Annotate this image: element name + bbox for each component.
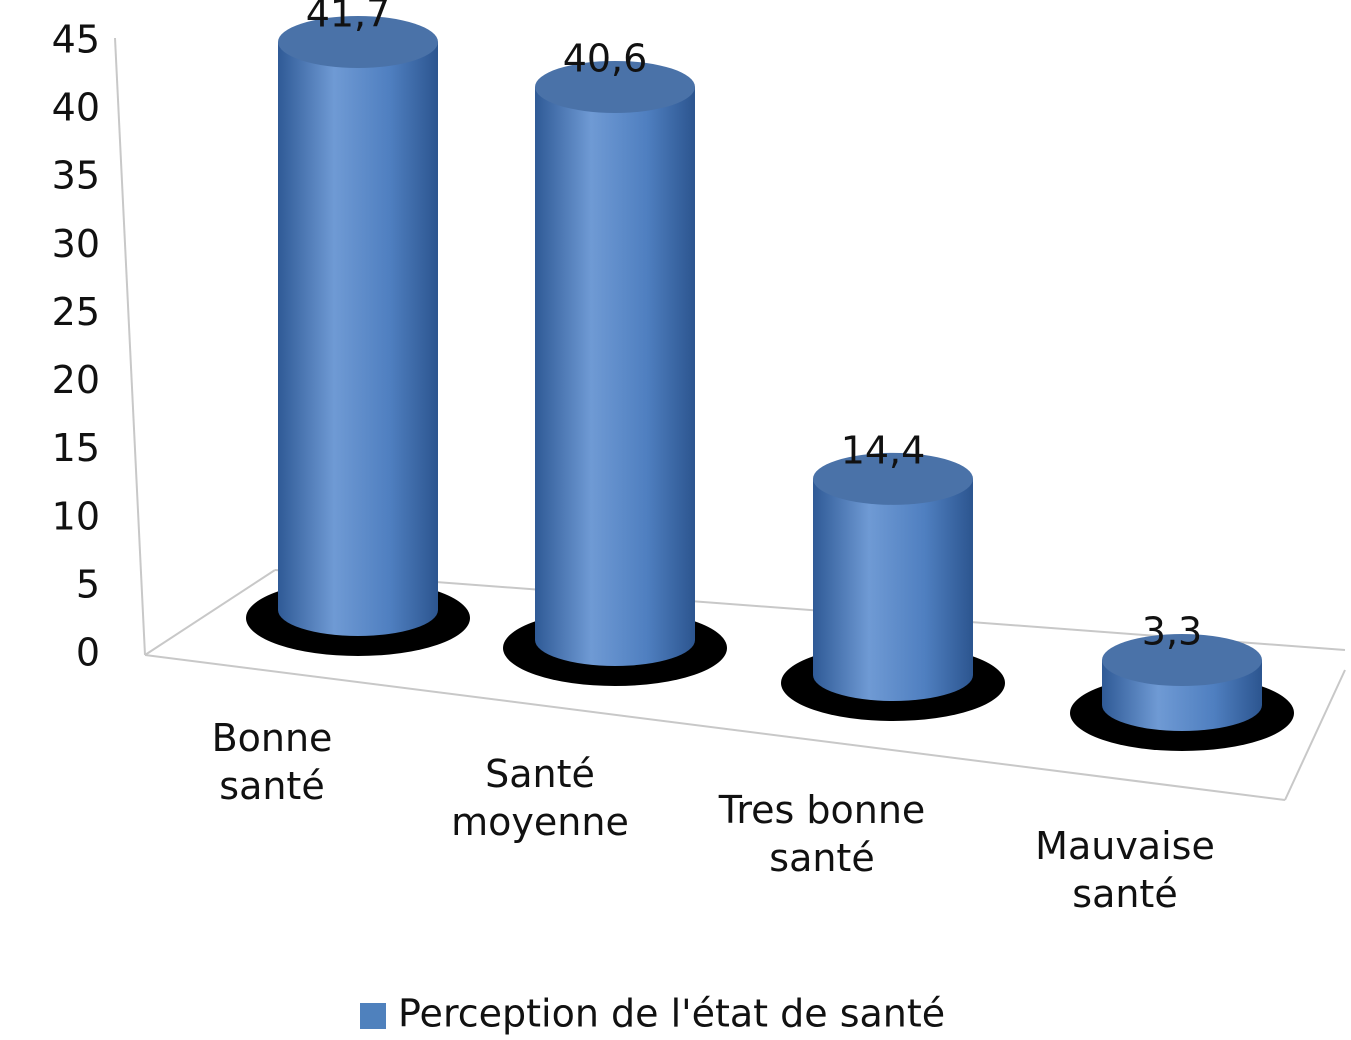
bar <box>278 42 438 636</box>
legend-swatch <box>360 1003 386 1029</box>
y-tick-label: 30 <box>52 222 100 266</box>
chart: 0 5 10 15 20 25 30 35 40 45 41,7 40,6 14,4 3,3 Bonnesa… <box>0 0 1351 1040</box>
value-label: 40,6 <box>563 36 648 80</box>
value-label: 3,3 <box>1142 610 1202 654</box>
bar <box>813 479 973 701</box>
y-tick-label: 35 <box>52 154 100 198</box>
y-tick-label: 20 <box>52 358 100 402</box>
y-tick-label: 15 <box>52 426 100 470</box>
value-label: 41,7 <box>306 0 391 35</box>
y-tick-label: 45 <box>52 18 100 62</box>
y-tick-label: 25 <box>52 290 100 334</box>
value-label: 14,4 <box>841 428 926 472</box>
legend-label: Perception de l'état de santé <box>398 992 945 1036</box>
y-tick-label: 0 <box>76 631 100 675</box>
bar <box>535 87 695 666</box>
y-tick-label: 40 <box>52 86 100 130</box>
y-tick-label: 10 <box>52 494 100 538</box>
y-tick-label: 5 <box>76 562 100 606</box>
page: 0 5 10 15 20 25 30 35 40 45 41,7 40,6 14,4 3,3 Bonnesa… <box>0 0 1351 1040</box>
